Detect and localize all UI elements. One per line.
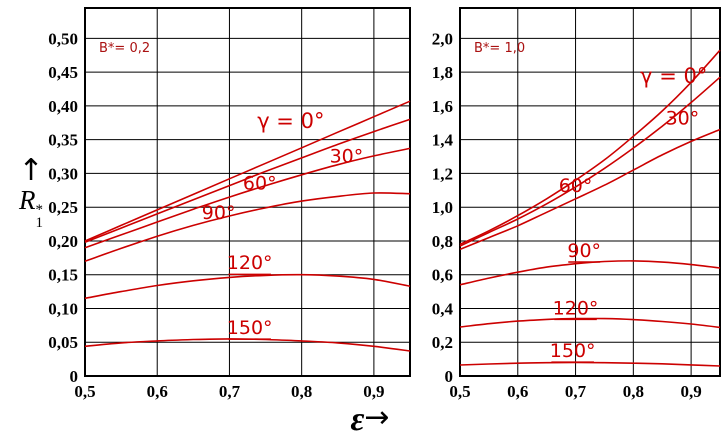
- y-tick-label: 0: [70, 367, 79, 386]
- curve-label: 60°: [243, 173, 277, 195]
- curve-label: γ = 0°: [640, 64, 707, 88]
- curve-gamma-30: [459, 76, 721, 247]
- x-axis-label: ε→: [325, 400, 415, 439]
- curve-gamma-120: [84, 273, 411, 300]
- plot-border: [84, 7, 411, 377]
- curve-label: 120°: [227, 252, 273, 274]
- corner-label: B*= 0,2: [99, 41, 150, 56]
- y-tick-label: 0,50: [48, 29, 78, 48]
- curve-gamma-90: [84, 192, 411, 262]
- curve-gamma-150: [459, 361, 721, 367]
- y-tick-label: 0,45: [48, 63, 78, 82]
- curve-gamma-0: [459, 49, 721, 246]
- y-tick-label: 0,15: [48, 266, 78, 285]
- right-arrow-icon: →: [364, 400, 390, 435]
- chart-left: 0,5 0,6 0,7 0,8 0,9 0 0,05 0,10 0,15 0,20 0,25 0,30…: [48, 7, 411, 401]
- up-arrow-icon: ↑: [18, 153, 44, 188]
- y-tick-label: 1,8: [432, 63, 453, 82]
- curve-gamma-60: [84, 147, 411, 249]
- curve-label: 30°: [666, 107, 700, 129]
- epsilon-symbol: ε: [350, 401, 365, 438]
- y-axis-symbol-sub: 1: [35, 215, 44, 231]
- y-tick-label: 0,35: [48, 131, 78, 150]
- x-tick-label: 0,7: [219, 382, 241, 401]
- x-tick-label: 0,6: [507, 382, 528, 401]
- y-tick-label: 1,6: [432, 97, 453, 116]
- y-tick-label: 0,2: [432, 333, 453, 352]
- curve-gamma-90: [459, 260, 721, 286]
- x-tick-label: 0,5: [74, 382, 95, 401]
- curve-gamma-150: [84, 338, 411, 352]
- x-tick-label: 0,7: [565, 382, 587, 401]
- y-axis-symbol-letter: R: [19, 185, 36, 215]
- y-tick-label: 0,4: [432, 299, 454, 318]
- corner-label: B*= 1,0: [474, 41, 525, 56]
- x-tick-label: 0,9: [363, 382, 384, 401]
- y-tick-label: 0,05: [48, 333, 78, 352]
- y-tick-label: 0: [445, 367, 454, 386]
- curve-label: 90°: [202, 202, 236, 224]
- x-tick-label: 0,5: [449, 382, 470, 401]
- y-tick-label: 0,10: [48, 299, 78, 318]
- curve-label: 150°: [227, 317, 273, 339]
- curve-gamma-0: [84, 100, 411, 242]
- curve-label: 120°: [553, 297, 599, 319]
- y-tick-label: 0,8: [432, 232, 453, 251]
- curve-label: 150°: [550, 340, 596, 362]
- y-tick-label: 1,4: [432, 131, 454, 150]
- chart-right: 0,5 0,6 0,7 0,8 0,9 0 0,2 0,4 0,6 0,8 1,0 1,2 1,4 1,6…: [432, 7, 721, 401]
- curve-gamma-60: [459, 128, 721, 251]
- curve-label: 90°: [567, 240, 601, 262]
- x-tick-label: 0,8: [623, 382, 644, 401]
- curve-gamma-30: [84, 118, 411, 244]
- y-tick-label: 2,0: [432, 29, 453, 48]
- y-tick-label: 0,6: [432, 266, 453, 285]
- y-axis-symbol: R * 1: [19, 185, 44, 231]
- curve-label: 30°: [330, 146, 364, 168]
- x-tick-label: 0,9: [680, 382, 701, 401]
- x-tick-label: 0,6: [147, 382, 168, 401]
- y-tick-label: 0,20: [48, 232, 78, 251]
- x-tick-label: 0,8: [291, 382, 312, 401]
- y-tick-label: 0,30: [48, 164, 78, 183]
- curve-label: 60°: [559, 175, 593, 197]
- y-tick-label: 1,0: [432, 198, 453, 217]
- y-axis-symbol-sup: *: [35, 202, 44, 219]
- y-axis-label: ↑ R * 1: [0, 153, 62, 231]
- curve-gamma-120: [459, 317, 721, 329]
- curve-label: γ = 0°: [257, 109, 324, 133]
- plot-border: [459, 7, 721, 377]
- y-tick-label: 0,25: [48, 198, 78, 217]
- y-tick-label: 0,40: [48, 97, 78, 116]
- y-tick-label: 1,2: [432, 164, 453, 183]
